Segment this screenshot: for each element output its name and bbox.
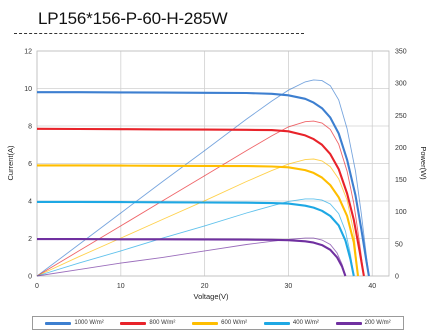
y-left-tick-label: 6 <box>28 161 32 168</box>
x-axis-label: Voltage(V) <box>193 292 229 301</box>
current-curve-400-w-m <box>37 200 355 277</box>
legend-item: 200 W/m² <box>335 320 391 326</box>
current-curve-1000-w-m <box>37 91 370 277</box>
y-right-tick-label: 250 <box>395 113 407 120</box>
legend-label: 800 W/m² <box>149 320 176 326</box>
power-curve-800-w-m <box>36 120 365 277</box>
legend-label: 1000 W/m² <box>74 320 104 326</box>
x-tick-label: 0 <box>35 283 39 290</box>
power-curve-400-w-m <box>36 198 355 277</box>
plot-frame <box>36 50 390 277</box>
grid-lines <box>36 50 390 277</box>
legend-item: 1000 W/m² <box>45 320 104 326</box>
legend-swatch <box>335 321 362 325</box>
y-right-tick-label: 150 <box>395 177 407 184</box>
title-underline <box>14 33 304 34</box>
power-curves <box>36 79 370 277</box>
current-curve-800-w-m <box>36 127 365 277</box>
y-axis-right-label: Power(W) <box>419 146 427 180</box>
chart-legend: 1000 W/m² 800 W/m² 600 W/m² 400 W/m² 200 W/m… <box>32 316 404 330</box>
y-right-tick-label: 0 <box>395 274 399 281</box>
x-tick-label: 10 <box>117 283 125 290</box>
legend-label: 600 W/m² <box>221 320 248 326</box>
y-right-tick-label: 350 <box>395 49 407 56</box>
current-curve-600-w-m <box>37 164 360 277</box>
legend-swatch <box>263 321 290 325</box>
y-left-tick-label: 10 <box>24 86 32 93</box>
chart-title: LP156*156-P-60-H-285W <box>38 9 228 28</box>
legend-item: 600 W/m² <box>192 320 247 326</box>
legend-item: 400 W/m² <box>263 320 319 326</box>
y-left-tick-label: 0 <box>28 274 32 281</box>
y-right-tick-label: 50 <box>395 241 403 248</box>
x-tick-label: 40 <box>368 283 376 290</box>
legend-label: 400 W/m² <box>292 320 319 326</box>
y-axis-left-label: Current(A) <box>6 145 15 181</box>
legend-swatch <box>45 321 72 325</box>
tick-labels: 0 2 4 6 8 10 12 0 10 20 30 40 0 50 100 150 200 250 300 350 <box>24 49 407 291</box>
legend-swatch <box>192 321 219 325</box>
power-curve-600-w-m <box>36 158 359 277</box>
y-right-tick-label: 300 <box>395 81 407 88</box>
x-tick-label: 20 <box>201 283 209 290</box>
legend-label: 200 W/m² <box>364 320 391 326</box>
power-curve-1000-w-m <box>36 79 370 277</box>
current-curves <box>36 91 370 277</box>
current-curve-200-w-m <box>37 238 347 277</box>
y-right-tick-label: 200 <box>395 145 407 152</box>
x-tick-label: 30 <box>285 283 293 290</box>
power-curve-200-w-m <box>36 237 346 277</box>
y-left-tick-label: 12 <box>24 49 32 56</box>
y-left-tick-label: 4 <box>28 199 32 206</box>
y-left-tick-label: 2 <box>28 236 32 243</box>
y-left-tick-label: 8 <box>28 124 32 131</box>
legend-swatch <box>120 321 147 325</box>
y-right-tick-label: 100 <box>395 209 407 216</box>
legend-item: 800 W/m² <box>120 320 175 326</box>
